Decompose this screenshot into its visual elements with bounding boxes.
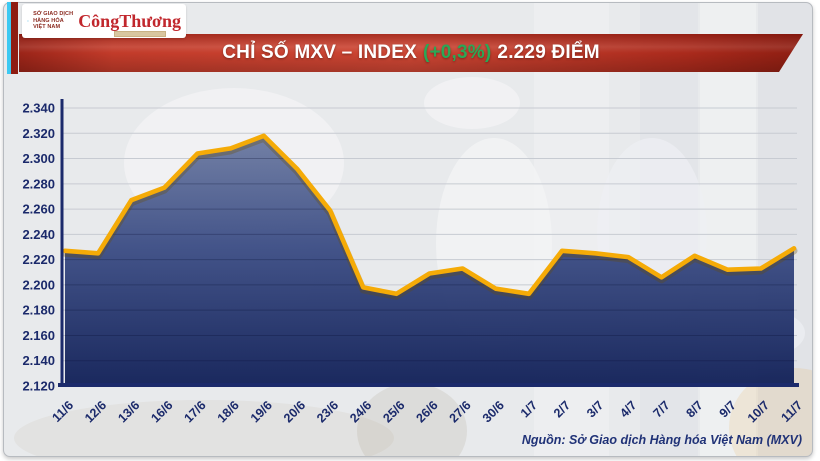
y-tick-label: 2.240 <box>22 227 55 242</box>
x-tick-label: 23/6 <box>314 398 341 425</box>
y-tick-label: 2.160 <box>22 328 55 343</box>
banner-index-value: 2.229 ĐIỂM <box>497 42 600 63</box>
x-tick-label: 16/6 <box>148 398 175 425</box>
congthuong-wordmark: CôngThương <box>78 11 181 31</box>
y-tick-label: 2.140 <box>22 353 55 368</box>
x-tick-label: 20/6 <box>281 398 308 425</box>
x-tick-label: 30/6 <box>480 398 507 425</box>
y-tick-label: 2.200 <box>22 277 55 292</box>
banner-change-percent: (+0,3%) <box>422 42 492 63</box>
accent-stripe-red <box>11 2 18 74</box>
x-tick-label: 10/7 <box>745 398 772 425</box>
x-tick-label: 2/7 <box>551 398 573 420</box>
x-tick-label: 18/6 <box>215 398 242 425</box>
x-tick-labels: 11/6 12/6 13/6 16/6 17/6 18/6 19/6 20/6 23/6 24/6… <box>50 398 806 425</box>
y-tick-labels: 2.340 2.320 2.300 2.280 2.260 2.240 2.220 2.200… <box>22 101 55 394</box>
x-tick-label: 27/6 <box>447 398 474 425</box>
x-tick-label: 19/6 <box>248 398 275 425</box>
logo-card: SỞ GIAO DỊCH HÀNG HÓA VIỆT NAM CôngThươn… <box>22 4 186 38</box>
x-tick-label: 7/7 <box>650 398 672 420</box>
x-tick-label: 17/6 <box>182 398 209 425</box>
mxv-logo-text: SỞ GIAO DỊCH HÀNG HÓA VIỆT NAM <box>33 11 74 31</box>
y-tick-label: 2.320 <box>22 126 55 141</box>
y-tick-label: 2.220 <box>22 252 55 267</box>
x-tick-label: 13/6 <box>115 398 142 425</box>
title-banner: CHỈ SỐ MXV – INDEX (+0,3%) 2.229 ĐIỂM <box>19 34 803 72</box>
x-tick-label: 1/7 <box>518 398 540 420</box>
index-line <box>62 133 797 297</box>
congthuong-logo: CôngThương <box>78 11 181 37</box>
x-tick-label: 3/7 <box>584 398 606 420</box>
y-tick-label: 2.300 <box>22 151 55 166</box>
mxv-logo-icon <box>27 20 29 22</box>
y-tick-label: 2.180 <box>22 303 55 318</box>
accent-stripe-cyan <box>7 2 11 74</box>
x-tick-label: 11/7 <box>779 398 806 425</box>
x-tick-label: 8/7 <box>684 398 706 420</box>
x-tick-label: 4/7 <box>617 398 639 420</box>
x-tick-label: 25/6 <box>380 398 407 425</box>
x-tick-label: 11/6 <box>50 398 77 425</box>
y-tick-label: 2.120 <box>22 379 55 394</box>
x-tick-label: 12/6 <box>82 398 109 425</box>
x-tick-label: 24/6 <box>347 398 374 425</box>
x-tick-label: 9/7 <box>717 398 739 420</box>
y-tick-label: 2.280 <box>22 176 55 191</box>
y-tick-label: 2.340 <box>22 101 55 116</box>
banner-title: CHỈ SỐ MXV – INDEX <box>222 42 417 63</box>
congthuong-tagline-strip <box>114 31 167 37</box>
source-credit: Nguồn: Sở Giao dịch Hàng hóa Việt Nam (M… <box>521 433 802 447</box>
y-tick-label: 2.260 <box>22 202 55 217</box>
x-tick-label: 26/6 <box>414 398 441 425</box>
area-fill <box>65 135 794 383</box>
